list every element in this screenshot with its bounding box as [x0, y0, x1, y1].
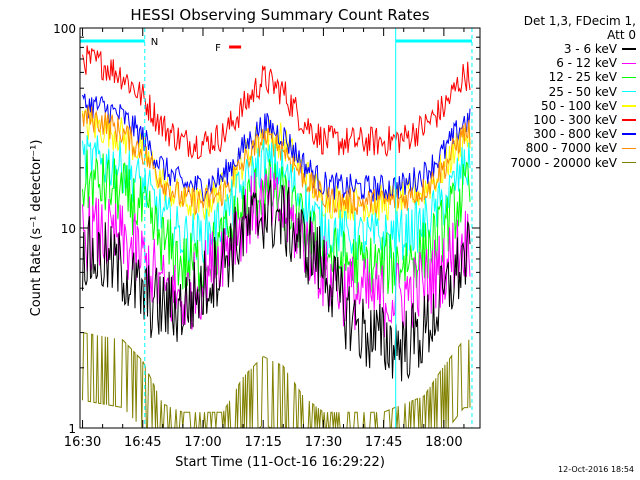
- legend-entry: 25 - 50 keV: [486, 85, 636, 99]
- legend-swatch: [622, 147, 636, 150]
- legend-swatch: [622, 48, 636, 50]
- legend-entry-label: 6 - 12 keV: [556, 56, 617, 71]
- night-label: N: [151, 37, 158, 48]
- axis-layer: 16:30 16:45 17:00 17:15 17:30 17:45 18:00 1 10 10…: [53, 22, 480, 450]
- legend-swatch: [622, 105, 636, 107]
- legend-entry-label: 12 - 25 keV: [548, 70, 617, 85]
- legend-swatch: [622, 90, 636, 93]
- legend-entry-label: 800 - 7000 keV: [525, 141, 617, 156]
- x-tick-label: 17:15: [244, 435, 281, 450]
- legend-entry-label: 25 - 50 keV: [548, 84, 617, 99]
- legend-header-line-2: Att 0: [607, 28, 636, 42]
- chart-title: HESSI Observing Summary Count Rates: [130, 6, 429, 24]
- legend-swatch: [622, 133, 636, 135]
- y-tick-label: 100: [53, 22, 76, 36]
- legend-swatch: [622, 119, 636, 121]
- x-axis-label: Start Time (11-Oct-16 16:29:22): [175, 455, 385, 470]
- legend: Det 1,3, FDecim 1, Att 0 3 - 6 keV 6 - 12…: [486, 14, 636, 170]
- legend-header-line-1: Det 1,3, FDecim 1,: [523, 14, 636, 28]
- legend-entry: 6 - 12 keV: [486, 56, 636, 70]
- legend-entry-label: 100 - 300 keV: [533, 113, 617, 128]
- flare-label: F: [215, 43, 221, 54]
- y-tick-label: 1: [68, 422, 76, 436]
- legend-rows: 3 - 6 keV 6 - 12 keV 12 - 25 keV 25 - 50 ke…: [486, 42, 636, 170]
- x-tick-label: 16:45: [124, 435, 161, 450]
- legend-entry: 800 - 7000 keV: [486, 141, 636, 155]
- x-tick-label: 17:00: [184, 435, 221, 450]
- legend-swatch: [622, 76, 636, 79]
- x-tick-label: 17:45: [365, 435, 402, 450]
- legend-entry: 7000 - 20000 keV: [486, 156, 636, 170]
- series-line-3-6-kev: [82, 180, 471, 382]
- series-line-50-100-kev: [82, 108, 471, 222]
- legend-entry-label: 7000 - 20000 keV: [510, 155, 617, 170]
- series-line-12-25-kev: [82, 149, 471, 298]
- legend-entry: 50 - 100 keV: [486, 99, 636, 113]
- legend-entry-label: 300 - 800 keV: [533, 127, 617, 142]
- legend-entry-label: 3 - 6 keV: [563, 42, 617, 57]
- legend-swatch: [622, 161, 636, 164]
- series-layer: [82, 45, 471, 429]
- legend-entry: 12 - 25 keV: [486, 70, 636, 84]
- generation-timestamp: 12-Oct-2016 18:54: [558, 465, 634, 474]
- y-tick-label: 10: [61, 222, 76, 236]
- legend-entry: 100 - 300 keV: [486, 113, 636, 127]
- legend-entry: 3 - 6 keV: [486, 42, 636, 56]
- legend-swatch: [622, 62, 636, 65]
- series-line-100-300-kev: [82, 45, 471, 160]
- series-line-7000-20000-kev: [82, 332, 471, 429]
- legend-entry-label: 50 - 100 keV: [540, 98, 617, 113]
- y-axis-label: Count Rate (s⁻¹ detector⁻¹): [29, 140, 44, 317]
- legend-entry: 300 - 800 keV: [486, 127, 636, 141]
- x-tick-label: 16:30: [64, 435, 101, 450]
- x-tick-label: 17:30: [305, 435, 342, 450]
- series-line-800-7000-kev: [82, 105, 471, 216]
- x-tick-label: 18:00: [425, 435, 462, 450]
